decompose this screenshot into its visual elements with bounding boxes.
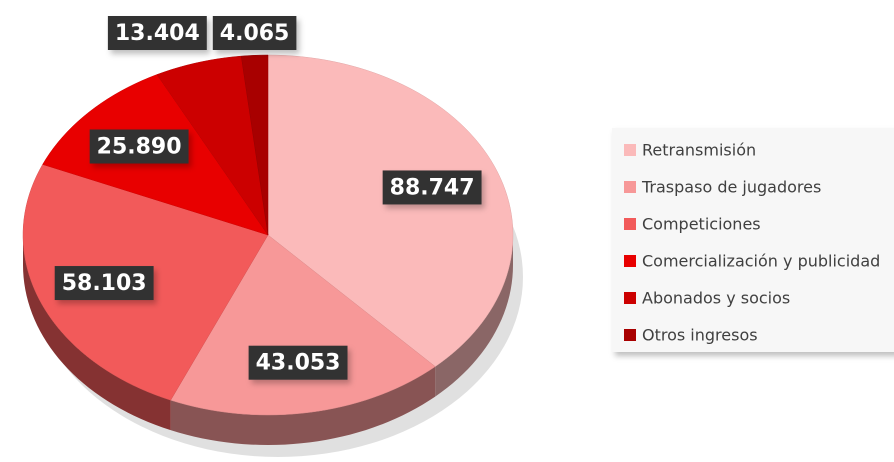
data-label-text: 58.103 xyxy=(62,271,147,296)
data-label-text: 43.053 xyxy=(256,351,341,376)
data-label: 88.747 xyxy=(382,170,482,205)
data-label-box xyxy=(212,16,297,50)
legend-swatch xyxy=(624,255,636,267)
legend-box xyxy=(612,128,894,352)
pie-slice xyxy=(170,234,436,416)
data-label: 43.053 xyxy=(248,345,348,380)
legend-swatch xyxy=(624,144,636,156)
data-label-text: 4.065 xyxy=(220,21,290,46)
data-label-box xyxy=(54,266,154,301)
pie-side xyxy=(435,235,513,397)
data-label-box xyxy=(248,345,348,380)
data-label-text: 25.890 xyxy=(97,135,182,160)
data-label: 25.890 xyxy=(89,129,189,164)
legend-swatch xyxy=(624,218,636,230)
data-label-box xyxy=(107,16,207,50)
data-label: 4.065 xyxy=(212,16,297,50)
data-label-text: 88.747 xyxy=(390,175,475,200)
legend-swatch xyxy=(624,292,636,304)
legend-label: Traspaso de jugadores xyxy=(641,178,821,197)
legend-label: Competiciones xyxy=(642,215,761,234)
pie-slice xyxy=(156,55,269,236)
legend-label: Abonados y socios xyxy=(642,289,790,308)
data-label-text: 13.404 xyxy=(115,21,200,46)
data-label: 13.404 xyxy=(107,16,207,50)
data-label-box xyxy=(382,170,482,205)
pie-side xyxy=(23,235,171,431)
legend-swatch xyxy=(624,329,636,341)
pie-side xyxy=(170,366,436,445)
data-label-box xyxy=(89,129,189,164)
legend-label: Comercialización y publicidad xyxy=(642,252,880,271)
pie-slice xyxy=(240,54,269,236)
legend-label: Retransmisión xyxy=(642,141,756,160)
legend-swatch xyxy=(624,181,636,193)
legend-label: Otros ingresos xyxy=(642,326,758,345)
data-label: 58.103 xyxy=(54,266,154,301)
pie-slice xyxy=(267,54,514,367)
